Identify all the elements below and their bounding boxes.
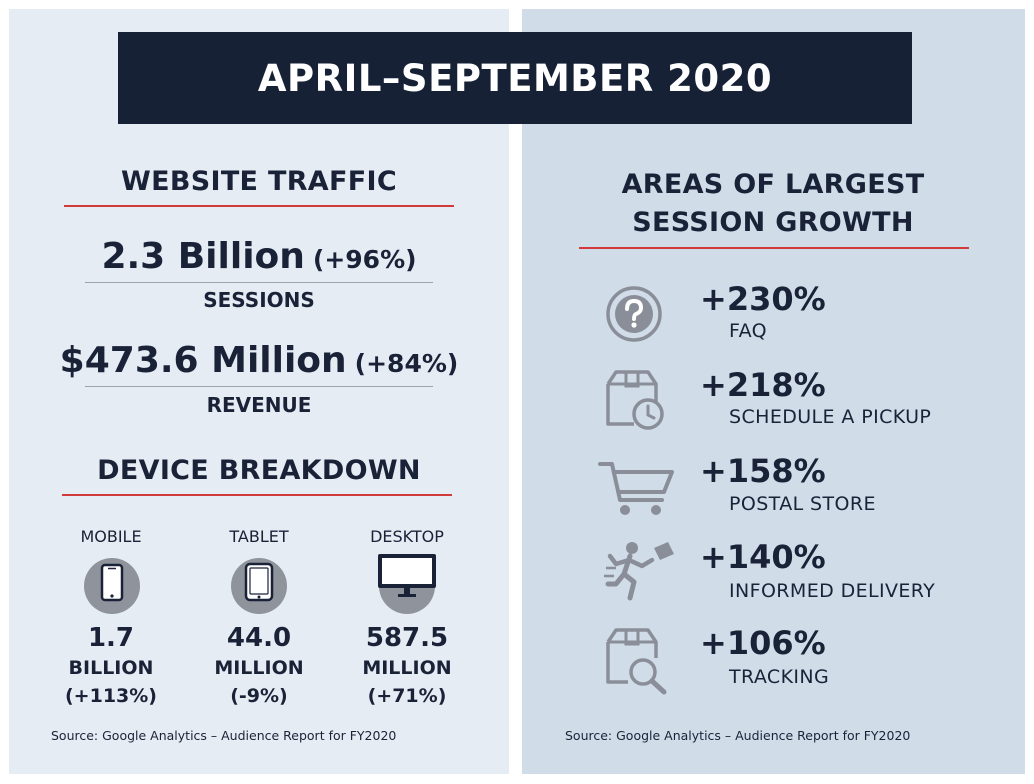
- package-clock-icon: [602, 366, 668, 436]
- question-mark-icon: [604, 284, 664, 348]
- mobile-phone-icon: [84, 558, 140, 614]
- revenue-value: $473.6 Million: [59, 340, 347, 381]
- device-value-mobile: 1.7: [87, 623, 135, 653]
- growth-pct-postal-store: +158%: [700, 452, 826, 490]
- sessions-value: 2.3 Billion: [101, 236, 305, 277]
- right-panel: [522, 9, 1025, 774]
- left-panel: [9, 9, 509, 774]
- device-unit-desktop: MILLION: [362, 657, 452, 679]
- device-value-desktop: 587.5: [365, 623, 449, 653]
- heading-divider: [64, 205, 454, 207]
- title-banner: APRIL–SEPTEMBER 2020: [118, 32, 912, 124]
- growth-pct-faq: +230%: [700, 280, 826, 318]
- desktop-monitor-icon: [378, 554, 436, 614]
- growth-pct-schedule-pickup: +218%: [700, 366, 826, 404]
- growth-label-tracking: TRACKING: [729, 666, 830, 688]
- revenue-label: REVENUE: [206, 393, 312, 417]
- source-note-left: Source: Google Analytics – Audience Repo…: [51, 728, 397, 743]
- growth-label-schedule-pickup: SCHEDULE A PICKUP: [729, 406, 932, 428]
- growth-label-informed-delivery: INFORMED DELIVERY: [729, 580, 936, 602]
- device-change-tablet: (-9%): [230, 685, 288, 707]
- device-change-mobile: (+113%): [65, 685, 157, 707]
- revenue-figure: $473.6 Million (+84%): [9, 340, 509, 381]
- running-courier-icon: [602, 538, 678, 608]
- device-value-tablet: 44.0: [226, 623, 292, 653]
- sessions-figure: 2.3 Billion (+96%): [9, 236, 509, 277]
- heading-divider: [62, 494, 452, 496]
- revenue-divider: [85, 386, 433, 387]
- device-label-desktop: DESKTOP: [370, 527, 444, 546]
- website-traffic-heading: WEBSITE TRAFFIC: [121, 166, 397, 197]
- source-note-right: Source: Google Analytics – Audience Repo…: [565, 728, 911, 743]
- sessions-divider: [85, 282, 433, 283]
- growth-pct-informed-delivery: +140%: [700, 538, 826, 576]
- tablet-icon: [231, 558, 287, 614]
- growth-label-faq: FAQ: [729, 320, 768, 342]
- growth-heading-line2: SESSION GROWTH: [632, 207, 914, 238]
- device-breakdown-heading: DEVICE BREAKDOWN: [97, 455, 421, 486]
- shopping-cart-icon: [598, 458, 676, 522]
- growth-pct-tracking: +106%: [700, 624, 826, 662]
- revenue-change: (+84%): [354, 349, 459, 378]
- device-change-desktop: (+71%): [367, 685, 447, 707]
- device-label-mobile: MOBILE: [80, 527, 142, 546]
- sessions-change: (+96%): [312, 245, 417, 274]
- device-label-tablet: TABLET: [229, 527, 289, 546]
- growth-heading: AREAS OF LARGEST SESSION GROWTH: [573, 166, 973, 242]
- device-unit-mobile: BILLION: [68, 657, 154, 679]
- heading-divider: [579, 247, 969, 249]
- package-search-icon: [602, 626, 672, 700]
- device-unit-tablet: MILLION: [214, 657, 304, 679]
- growth-label-postal-store: POSTAL STORE: [729, 493, 876, 515]
- growth-heading-line1: AREAS OF LARGEST: [621, 169, 925, 200]
- sessions-label: SESSIONS: [203, 288, 315, 312]
